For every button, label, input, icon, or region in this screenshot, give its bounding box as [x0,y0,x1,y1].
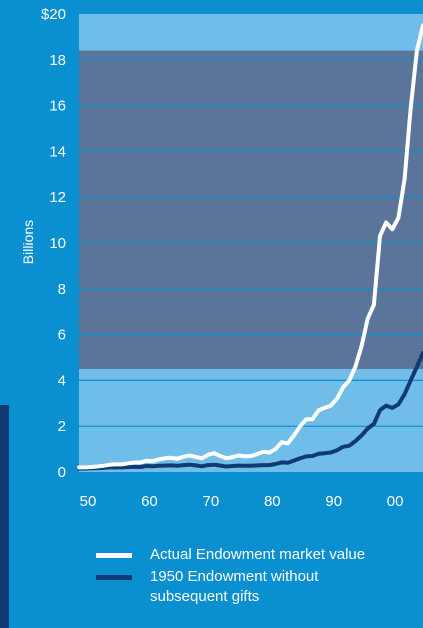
series-line-1950 [77,350,423,471]
y-tick-labels: 0 2 4 6 8 10 12 14 16 18 $20 [41,6,66,481]
x-tick-label: 90 [325,493,342,510]
chart-legend: Actual Endowment market value 1950 Endow… [96,545,365,609]
y-tick-label: 6 [58,327,66,344]
legend-label-1950: 1950 Endowment without subsequent gifts [150,568,319,605]
series-lines [77,23,423,471]
y-tick-label: 8 [58,281,66,298]
x-tick-label: 60 [141,493,158,510]
y-tick-label: 10 [49,235,66,252]
legend-swatch-1950 [96,575,132,580]
y-tick-label: 14 [49,143,66,160]
series-line-actual [77,23,423,470]
legend-item-1950: 1950 Endowment without subsequent gifts [96,567,365,607]
x-tick-label: 80 [264,493,281,510]
y-tick-label: $20 [41,6,66,23]
x-tick-label: 50 [80,493,97,510]
legend-label-actual: Actual Endowment market value [150,546,366,563]
legend-swatch-actual [96,553,132,558]
y-tick-label: 0 [58,464,66,481]
y-tick-label: 18 [49,52,66,69]
y-tick-label: 4 [58,372,66,389]
left-accent-bar [0,405,9,628]
legend-item-actual: Actual Endowment market value [96,545,365,565]
y-axis-label: Billions [20,219,36,265]
gridlines [79,59,423,427]
x-tick-label: 70 [203,493,220,510]
x-tick-labels: 50607080900006 [80,493,404,510]
y-tick-label: 12 [49,189,66,206]
shaded-band [79,50,423,369]
y-tick-label: 2 [58,418,66,435]
y-tick-label: 16 [49,98,66,115]
x-tick-label: 00 [387,493,404,510]
